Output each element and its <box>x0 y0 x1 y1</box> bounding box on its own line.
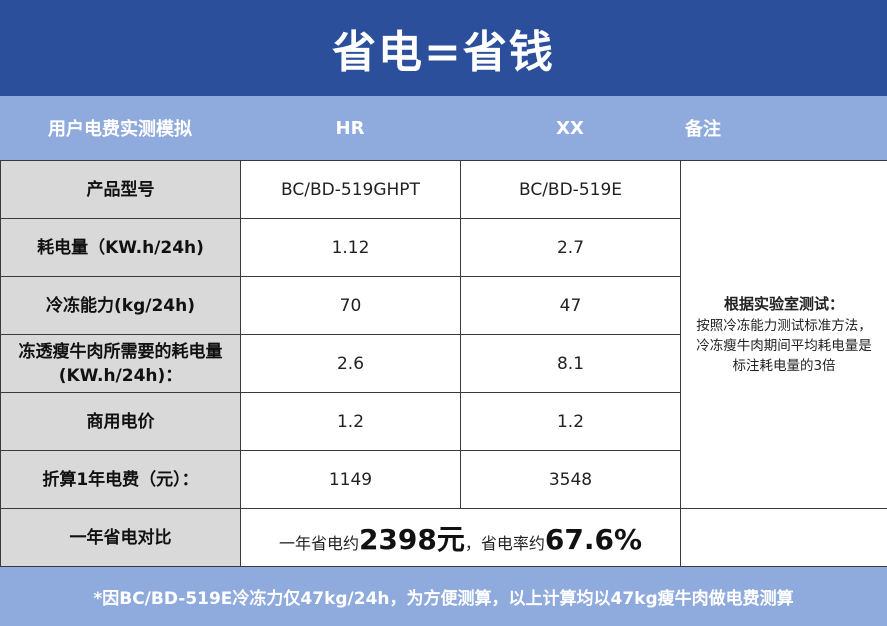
compare-label: 一年省电对比 <box>0 508 241 567</box>
empty-cell <box>680 508 887 567</box>
xx-value: 47 <box>460 276 681 335</box>
row-label-line2: (KW.h/24h)： <box>58 365 183 386</box>
row-label: 耗电量（KW.h/24h) <box>0 218 241 277</box>
xx-value: 8.1 <box>460 334 681 393</box>
table-row: 产品型号 BC/BD-519GHPT BC/BD-519E 根据实验室测试： 按… <box>0 160 887 509</box>
footer-note: *因BC/BD-519E冷冻力仅47kg/24h，为方便测算，以上计算均以47k… <box>0 567 887 626</box>
compare-mid: ，省电率约 <box>464 533 545 553</box>
comparison-table: 产品型号 BC/BD-519GHPT BC/BD-519E 根据实验室测试： 按… <box>0 160 887 567</box>
page-title: 省电=省钱 <box>332 27 555 78</box>
remark-line: 冷冻瘦牛肉期间平均耗电量是 <box>696 337 872 354</box>
row-label: 产品型号 <box>0 160 241 219</box>
hr-value: 1149 <box>240 450 461 509</box>
table-row: 冻透瘦牛肉所需要的耗电量 (KW.h/24h)： 2.6 8.1 <box>0 334 887 393</box>
row-label: 冻透瘦牛肉所需要的耗电量 (KW.h/24h)： <box>0 334 241 393</box>
table-row: 一年省电对比 一年省电约2398元，省电率约67.6% <box>0 508 887 567</box>
row-label: 冷冻能力(kg/24h) <box>0 276 241 335</box>
row-label: 折算1年电费（元）： <box>0 450 241 509</box>
compare-rate: 67.6% <box>544 522 643 556</box>
compare-amount: 2398元 <box>358 522 465 556</box>
header-remark: 备注 <box>685 119 721 140</box>
hr-value: 70 <box>240 276 461 335</box>
compare-prefix: 一年省电约 <box>278 533 359 553</box>
compare-summary: 一年省电约2398元，省电率约67.6% <box>278 523 642 556</box>
remark-line: 标注耗电量的3倍 <box>732 357 836 374</box>
hr-value: 2.6 <box>240 334 461 393</box>
table-row: 折算1年电费（元）： 1149 3548 <box>0 450 887 509</box>
title-banner: 省电=省钱 <box>0 0 887 96</box>
hr-value: 1.12 <box>240 218 461 277</box>
compare-cell: 一年省电约2398元，省电率约67.6% <box>240 508 681 567</box>
header-hr: HR <box>335 117 365 139</box>
hr-value: 1.2 <box>240 392 461 451</box>
remark-title: 根据实验室测试： <box>723 294 844 313</box>
xx-value: 1.2 <box>460 392 681 451</box>
remark-cell: 根据实验室测试： 按照冷冻能力测试标准方法， 冷冻瘦牛肉期间平均耗电量是 标注耗… <box>680 160 887 509</box>
xx-value: BC/BD-519E <box>460 160 681 219</box>
header-xx: XX <box>556 117 584 139</box>
header-row: 用户电费实测模拟 HR XX 备注 <box>0 96 887 160</box>
remark-line: 按照冷冻能力测试标准方法， <box>696 317 872 334</box>
header-simulation: 用户电费实测模拟 <box>48 119 192 140</box>
hr-value: BC/BD-519GHPT <box>240 160 461 219</box>
row-label-line1: 冻透瘦牛肉所需要的耗电量 <box>18 341 223 362</box>
table-row: 冷冻能力(kg/24h) 70 47 <box>0 276 887 335</box>
row-label: 商用电价 <box>0 392 241 451</box>
xx-value: 3548 <box>460 450 681 509</box>
xx-value: 2.7 <box>460 218 681 277</box>
table-row: 耗电量（KW.h/24h) 1.12 2.7 <box>0 218 887 277</box>
